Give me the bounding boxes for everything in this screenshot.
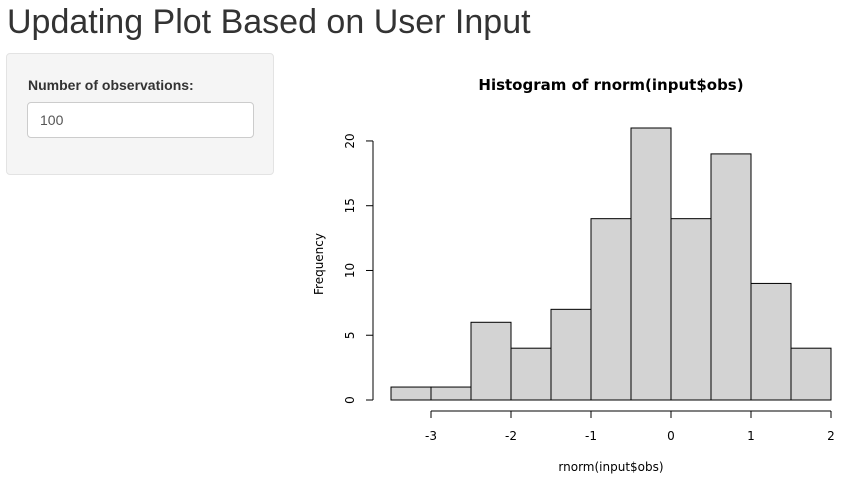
x-axis-label: rnorm(input$obs) [558,460,663,474]
histogram-bar [750,282,792,401]
x-axis: -3 -2 -1 0 1 2 [425,410,835,443]
histogram-bar [710,153,752,401]
y-tick-label: 20 [343,133,357,148]
y-tick-label: 10 [343,263,357,278]
y-tick-label: 15 [343,198,357,213]
histogram-bar [510,347,552,401]
histogram-bar [590,218,632,401]
y-tick-label: 0 [343,396,357,404]
page-title: Updating Plot Based on User Input [7,3,531,41]
y-axis: 0 5 10 15 20 [343,133,374,404]
obs-label: Number of observations: [28,77,194,93]
histogram-bar [550,308,592,401]
bars-layer [390,127,832,401]
y-tick-label: 5 [343,331,357,339]
histogram-svg: Histogram of rnorm(input$obs) Frequency … [312,76,835,474]
histogram-bar [630,127,672,401]
histogram-bar [430,386,472,401]
x-tick-label: 2 [827,429,835,443]
x-tick-label: -3 [425,429,437,443]
histogram-plot: Histogram of rnorm(input$obs) Frequency … [300,60,847,479]
x-tick-label: 1 [747,429,755,443]
y-axis-label: Frequency [312,233,326,295]
x-tick-label: -1 [585,429,597,443]
histogram-bar [670,218,712,401]
obs-input[interactable] [27,102,254,138]
sidebar-panel: Number of observations: [6,53,274,175]
chart-title: Histogram of rnorm(input$obs) [478,76,743,94]
x-tick-label: -2 [505,429,517,443]
histogram-bar [790,347,832,401]
x-tick-label: 0 [667,429,675,443]
histogram-bar [470,321,512,401]
histogram-bar [390,386,432,401]
